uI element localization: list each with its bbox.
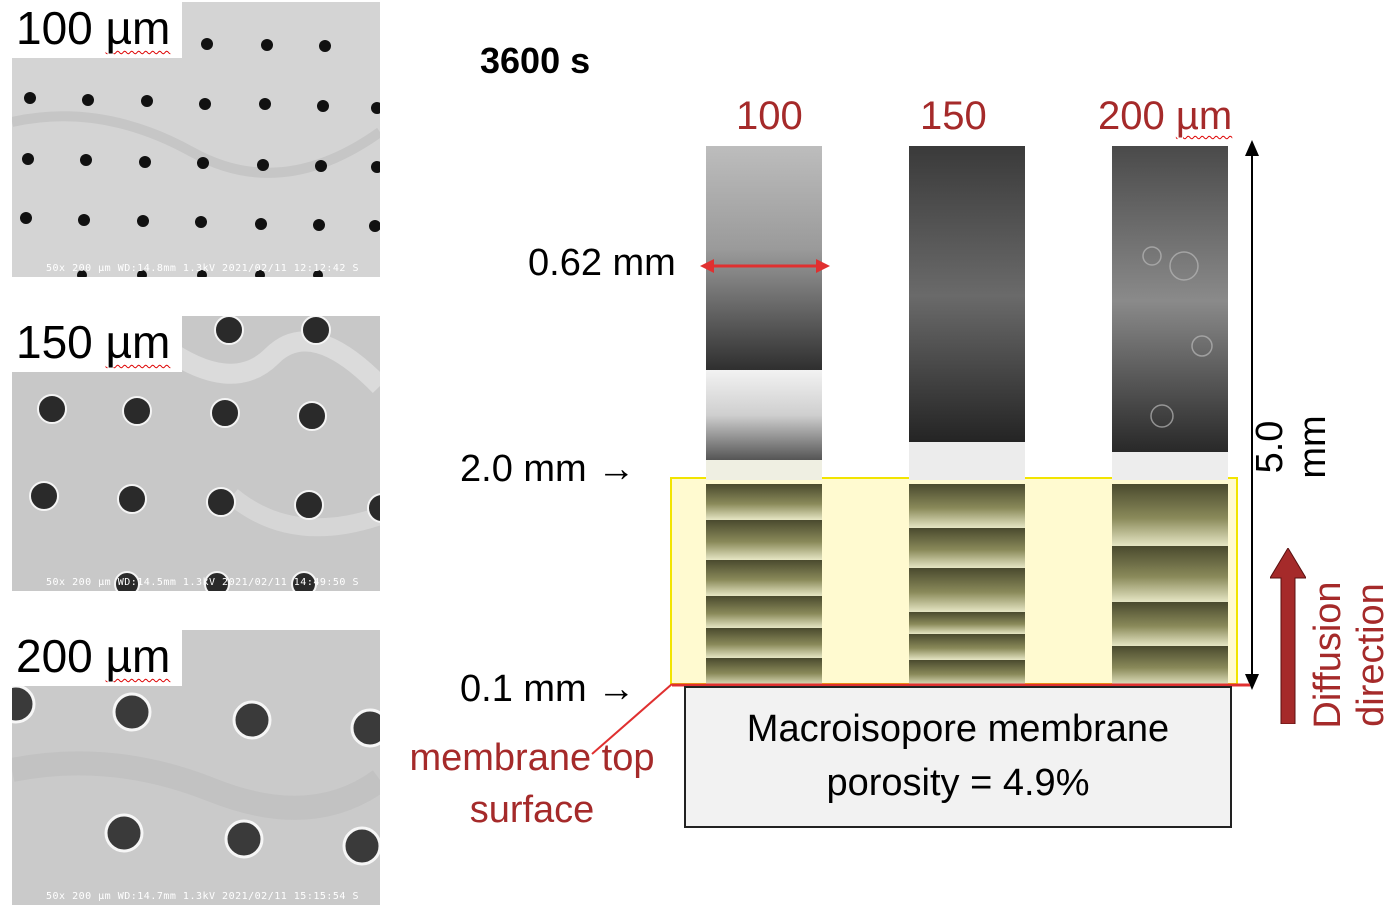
membrane-porosity: porosity = 4.9% (826, 762, 1090, 804)
column-label-100: 100 (736, 94, 803, 138)
sem-image-200: 200 µm 50x 200 µm WD:14.7mm 1.3kV 2021/0… (12, 630, 380, 905)
sem-label-200: 200 µm (12, 630, 183, 686)
sem-image-150: 150 µm 50x 200 µm WD:14.5mm 1.3kV 2021/0… (12, 316, 380, 591)
membrane-top-line1: membrane top (409, 737, 655, 779)
sem-info-200: 50x 200 µm WD:14.7mm 1.3kV 2021/02/11 15… (46, 891, 359, 902)
membrane-top-pointer (591, 683, 1250, 755)
imaging-strip-100 (706, 146, 822, 686)
sem-info-150: 50x 200 µm WD:14.5mm 1.3kV 2021/02/11 14… (46, 577, 359, 588)
total-height-arrow (1245, 140, 1259, 690)
imaging-strip-200 (1112, 146, 1228, 686)
height-label-01mm: 0.1 mm → (460, 668, 636, 710)
sem-image-100: 100 µm 50x 200 µm WD:14.8mm 1.3kV 2021/0… (12, 2, 380, 277)
membrane-name: Macroisopore membrane (746, 708, 1170, 750)
column-label-150: 150 (920, 94, 987, 138)
width-annotation-label: 0.62 mm (528, 242, 676, 284)
total-height-label: 5.0 mm (1249, 415, 1334, 479)
column-label-200: 200 µm (1098, 94, 1233, 138)
membrane-top-label: membrane top surface (390, 732, 674, 836)
sem-label-100: 100 µm (12, 2, 183, 58)
imaging-strip-150 (909, 146, 1025, 686)
height-label-2mm: 2.0 mm → (460, 448, 636, 490)
diffusion-arrow-icon (1270, 548, 1306, 724)
diffusion-direction-label: Diffusion direction (1307, 581, 1388, 729)
time-label: 3600 s (480, 40, 591, 81)
sem-info-100: 50x 200 µm WD:14.8mm 1.3kV 2021/02/11 12… (46, 263, 359, 274)
sem-label-150: 150 µm (12, 316, 183, 372)
membrane-top-line2: surface (469, 789, 595, 831)
width-arrow (700, 259, 830, 273)
membrane-info-box: Macroisopore membrane porosity = 4.9% (684, 686, 1232, 828)
